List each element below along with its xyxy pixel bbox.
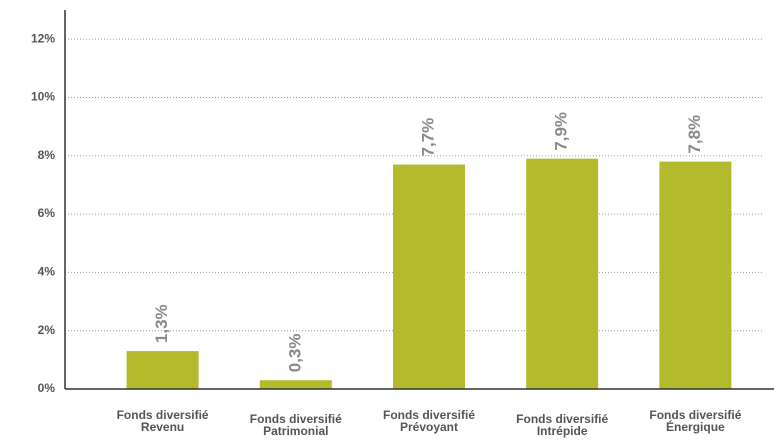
bar <box>393 164 465 389</box>
y-tick-label: 8% <box>38 148 56 162</box>
y-tick-label: 2% <box>38 323 56 337</box>
bar <box>659 161 732 389</box>
y-tick-label: 4% <box>38 265 56 279</box>
x-tick-label: Fonds diversifié Intrépide <box>516 412 609 438</box>
value-label: 1,3% <box>152 304 171 343</box>
x-tick-label: Fonds diversifié Patrimonial <box>249 412 342 438</box>
bar <box>259 380 332 389</box>
y-tick-label: 6% <box>38 206 56 220</box>
bar <box>526 158 599 389</box>
y-tick-label: 12% <box>31 31 55 45</box>
x-tick-label: Fonds diversifié Prévoyant <box>382 408 476 434</box>
value-label: 0,3% <box>285 334 304 373</box>
value-label: 7,8% <box>685 115 704 154</box>
y-tick-label: 0% <box>38 381 56 395</box>
bar <box>126 351 199 389</box>
y-tick-label: 10% <box>31 90 55 104</box>
value-label: 7,9% <box>552 112 571 151</box>
x-tick-label: Fonds diversifié Revenu <box>116 408 209 434</box>
value-label: 7,7% <box>418 118 437 157</box>
x-tick-label: Fonds diversifié Énergique <box>649 408 742 434</box>
